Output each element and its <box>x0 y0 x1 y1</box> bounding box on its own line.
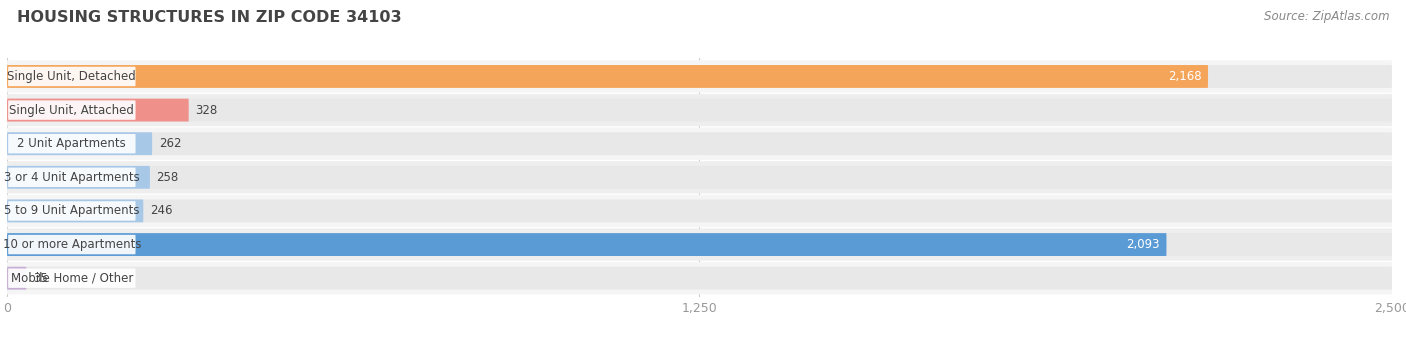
FancyBboxPatch shape <box>7 99 1392 121</box>
Text: 246: 246 <box>150 205 173 218</box>
Text: HOUSING STRUCTURES IN ZIP CODE 34103: HOUSING STRUCTURES IN ZIP CODE 34103 <box>17 10 402 25</box>
Text: 3 or 4 Unit Apartments: 3 or 4 Unit Apartments <box>4 171 139 184</box>
Text: 35: 35 <box>34 272 48 285</box>
FancyBboxPatch shape <box>7 132 152 155</box>
Text: 10 or more Apartments: 10 or more Apartments <box>3 238 141 251</box>
FancyBboxPatch shape <box>8 268 135 288</box>
FancyBboxPatch shape <box>8 235 135 254</box>
Text: Single Unit, Detached: Single Unit, Detached <box>7 70 136 83</box>
FancyBboxPatch shape <box>8 134 135 153</box>
FancyBboxPatch shape <box>7 199 143 222</box>
FancyBboxPatch shape <box>7 65 1208 88</box>
Text: 5 to 9 Unit Apartments: 5 to 9 Unit Apartments <box>4 205 139 218</box>
Text: 258: 258 <box>156 171 179 184</box>
FancyBboxPatch shape <box>8 168 135 187</box>
FancyBboxPatch shape <box>7 233 1392 256</box>
FancyBboxPatch shape <box>7 99 188 121</box>
Text: Mobile Home / Other: Mobile Home / Other <box>11 272 134 285</box>
FancyBboxPatch shape <box>7 195 1392 227</box>
FancyBboxPatch shape <box>7 60 1392 93</box>
Text: 2,168: 2,168 <box>1168 70 1201 83</box>
Text: Source: ZipAtlas.com: Source: ZipAtlas.com <box>1264 10 1389 23</box>
FancyBboxPatch shape <box>8 201 135 221</box>
FancyBboxPatch shape <box>7 267 27 290</box>
FancyBboxPatch shape <box>7 199 1392 222</box>
Text: Single Unit, Attached: Single Unit, Attached <box>10 104 135 117</box>
FancyBboxPatch shape <box>7 228 1392 261</box>
Text: 2,093: 2,093 <box>1126 238 1160 251</box>
FancyBboxPatch shape <box>7 267 1392 290</box>
FancyBboxPatch shape <box>7 262 1392 294</box>
FancyBboxPatch shape <box>7 166 150 189</box>
FancyBboxPatch shape <box>7 94 1392 126</box>
Text: 328: 328 <box>195 104 218 117</box>
Text: 2 Unit Apartments: 2 Unit Apartments <box>17 137 127 150</box>
FancyBboxPatch shape <box>8 67 135 86</box>
FancyBboxPatch shape <box>7 65 1392 88</box>
FancyBboxPatch shape <box>7 128 1392 160</box>
FancyBboxPatch shape <box>7 132 1392 155</box>
FancyBboxPatch shape <box>8 100 135 120</box>
FancyBboxPatch shape <box>7 233 1167 256</box>
FancyBboxPatch shape <box>7 166 1392 189</box>
FancyBboxPatch shape <box>7 161 1392 193</box>
Text: 262: 262 <box>159 137 181 150</box>
